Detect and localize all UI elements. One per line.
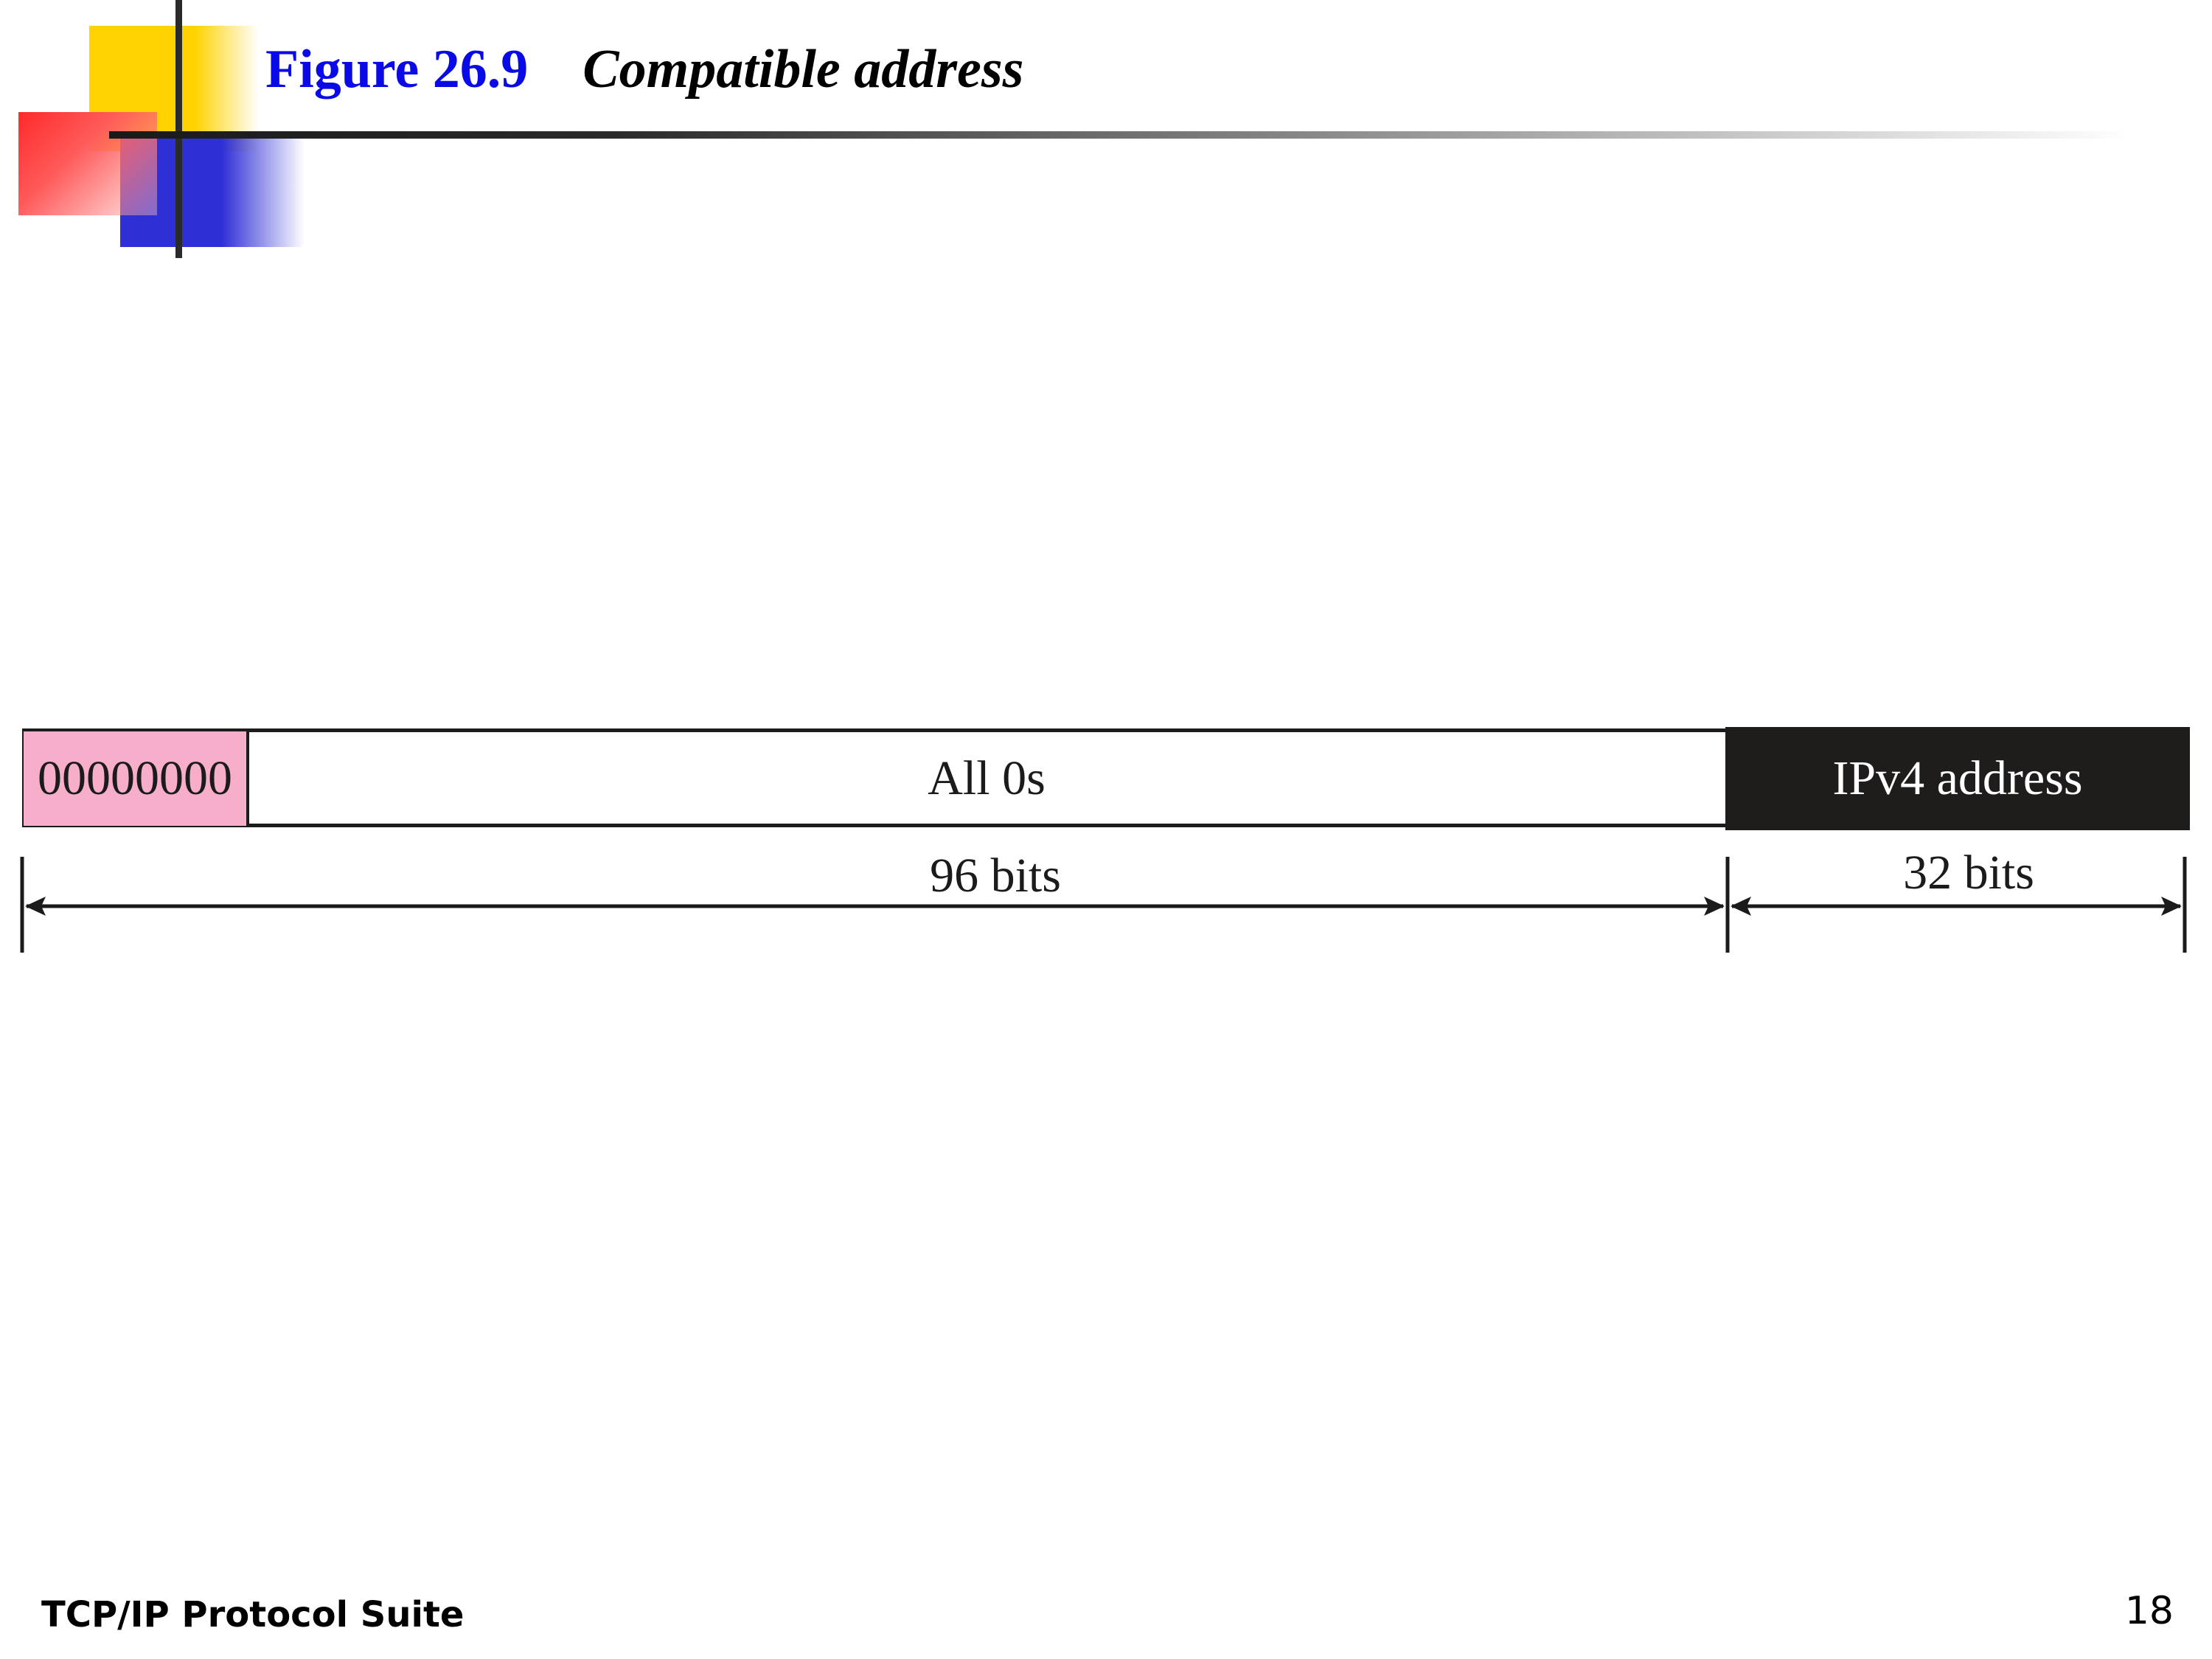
logo-vertical-rule xyxy=(175,0,182,258)
ipv4-field: IPv4 address xyxy=(1725,727,2190,830)
span-96-right-arrowhead xyxy=(1704,897,1725,916)
span-32-label: 32 bits xyxy=(1903,846,2034,900)
zeros-field: All 0s xyxy=(928,751,1046,805)
figure-caption: Compatible address xyxy=(582,39,1024,100)
span-96-label: 96 bits xyxy=(930,849,1061,902)
dimension-arrows xyxy=(20,857,2187,953)
span-96-left-arrowhead xyxy=(25,897,46,916)
figure-label: Figure 26.9 xyxy=(265,39,529,100)
logo-red-square xyxy=(18,112,157,215)
slide-title: Figure 26.9 Compatible address xyxy=(265,32,1023,106)
prefix-field: 00000000 xyxy=(24,731,249,826)
page-number: 18 xyxy=(2124,1589,2174,1633)
span-32-right-arrowhead xyxy=(2161,897,2182,916)
footer-course-title: TCP/IP Protocol Suite xyxy=(41,1594,465,1635)
title-underline-rule xyxy=(109,131,2129,139)
span-32-left-arrowhead xyxy=(1731,897,1751,916)
